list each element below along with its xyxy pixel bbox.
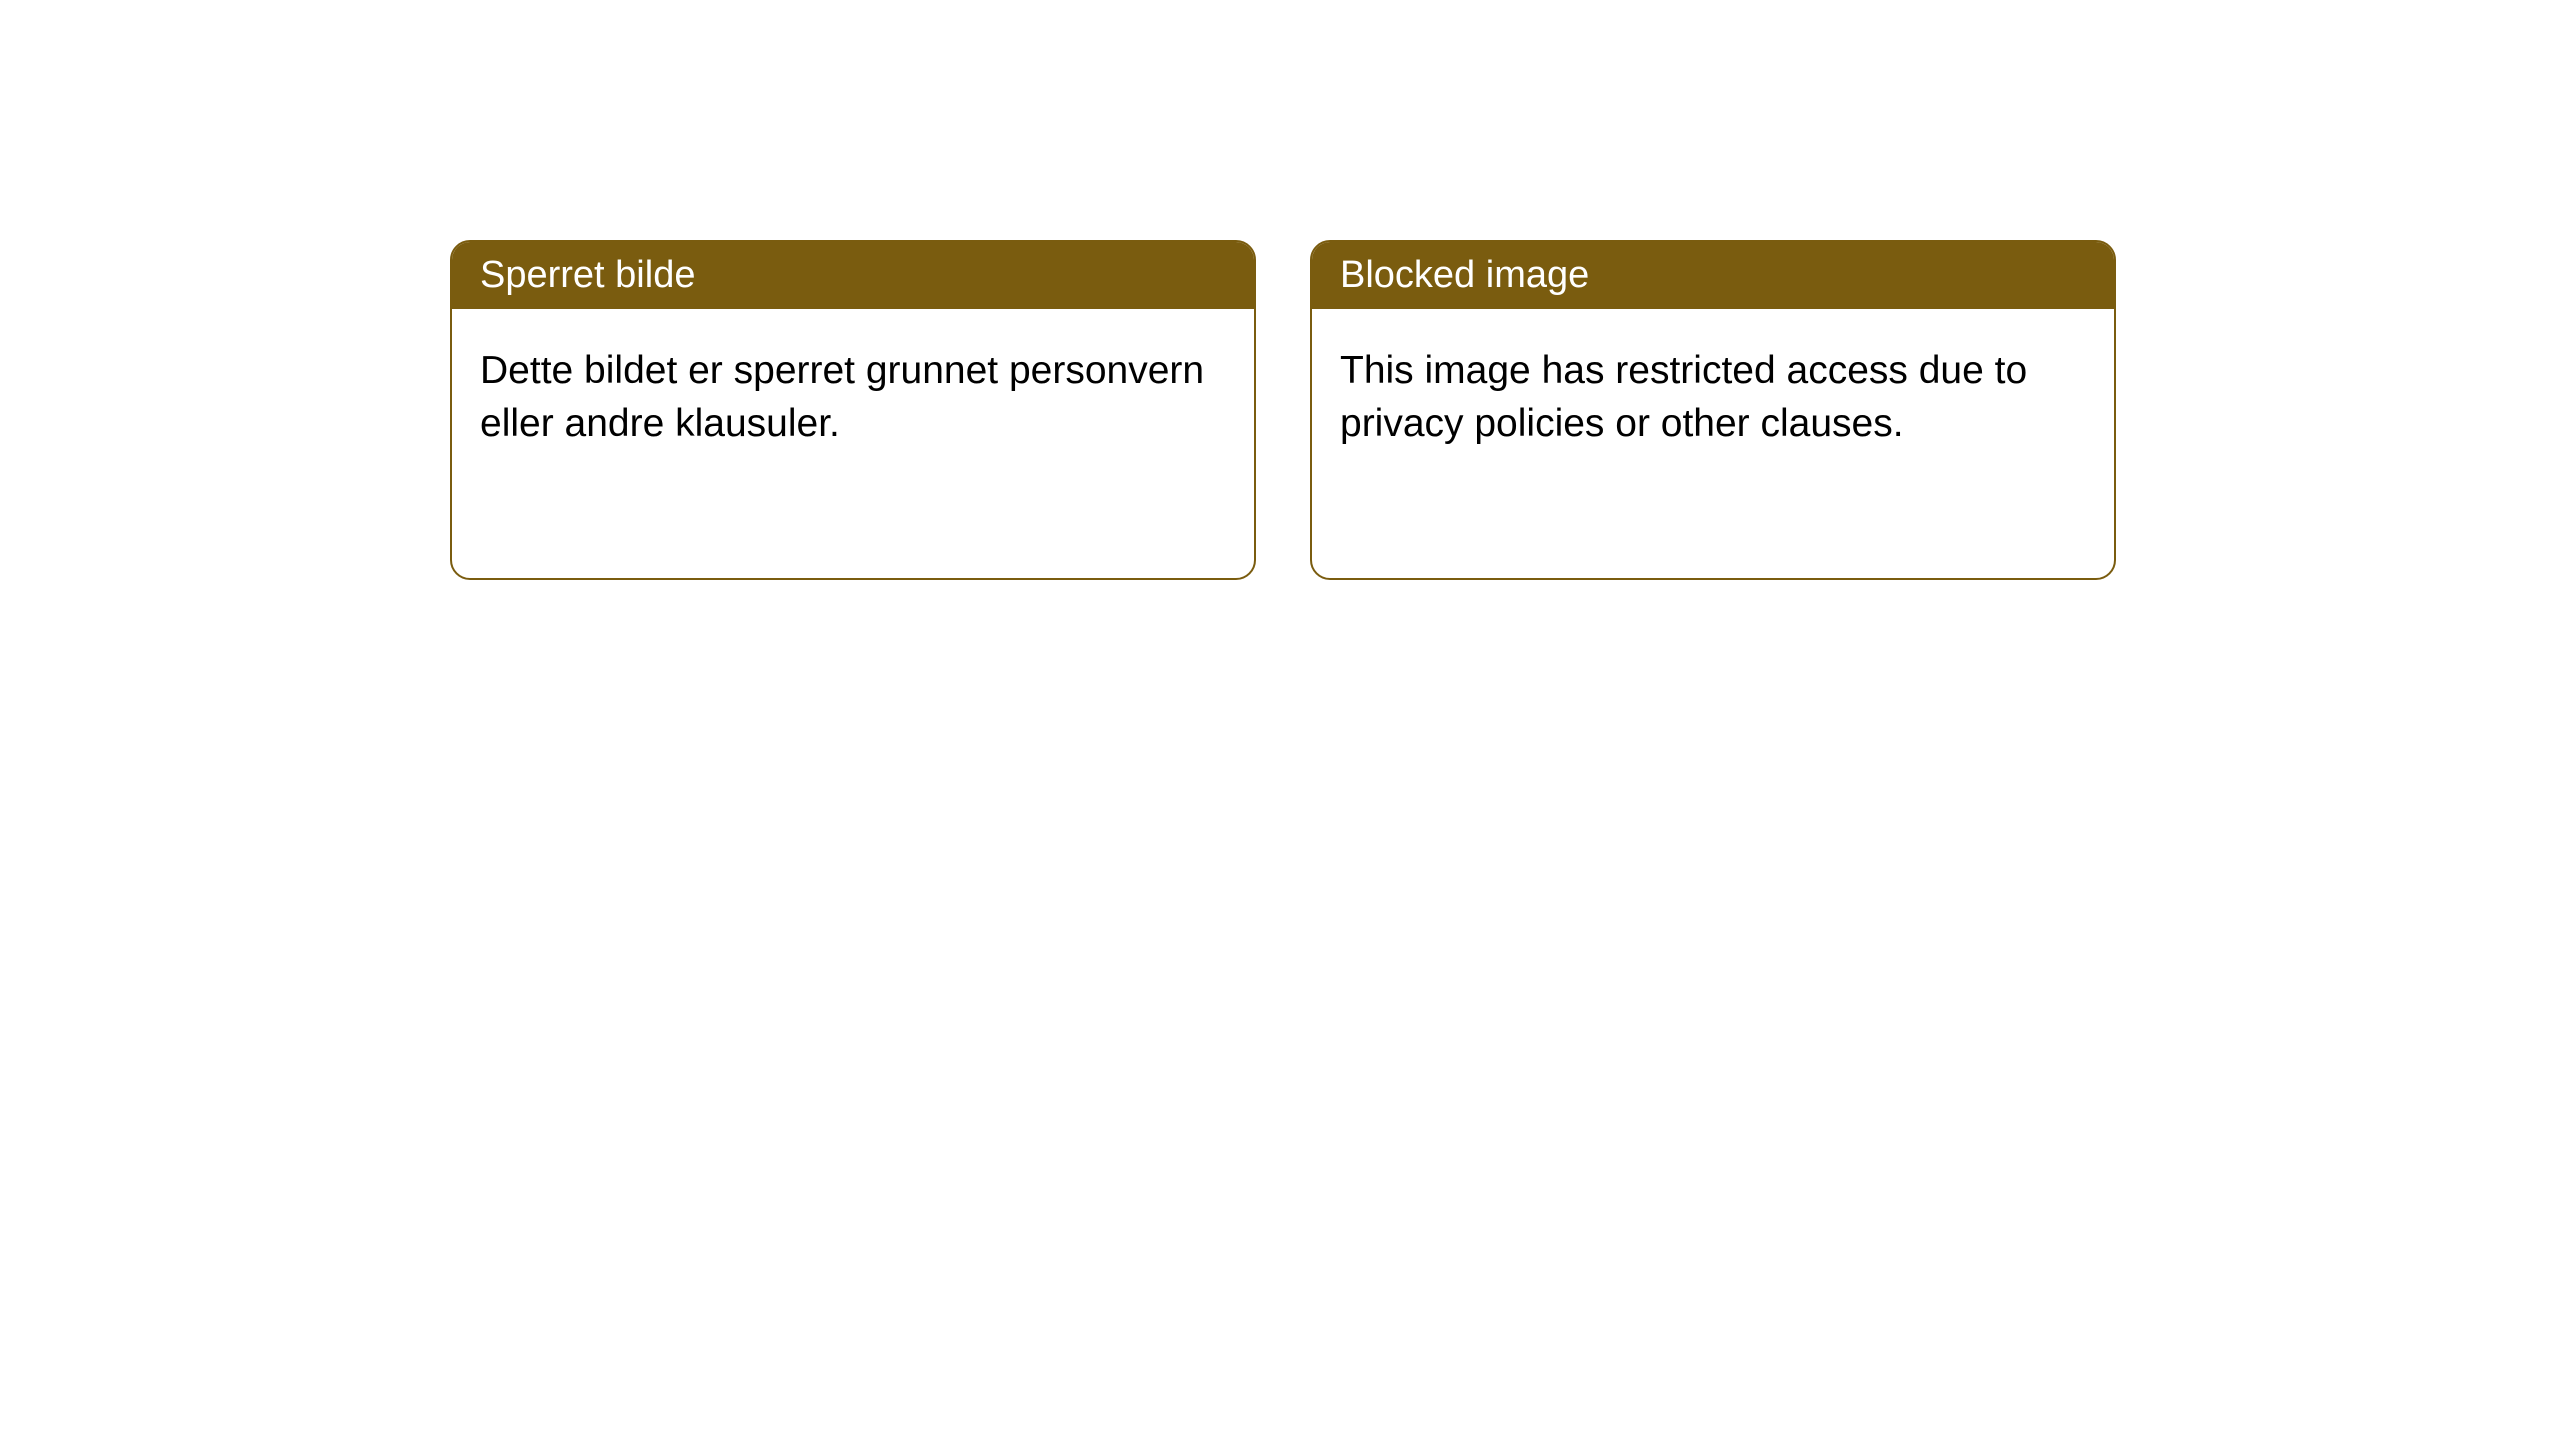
notice-body: Dette bildet er sperret grunnet personve… (452, 309, 1254, 486)
notice-body: This image has restricted access due to … (1312, 309, 2114, 486)
notice-card-english: Blocked image This image has restricted … (1310, 240, 2116, 580)
notice-header: Sperret bilde (452, 242, 1254, 309)
notice-header: Blocked image (1312, 242, 2114, 309)
notice-container: Sperret bilde Dette bildet er sperret gr… (450, 240, 2116, 580)
notice-body-text: This image has restricted access due to … (1340, 349, 2027, 445)
notice-title: Sperret bilde (480, 254, 695, 296)
notice-title: Blocked image (1340, 254, 1589, 296)
notice-card-norwegian: Sperret bilde Dette bildet er sperret gr… (450, 240, 1256, 580)
notice-body-text: Dette bildet er sperret grunnet personve… (480, 349, 1204, 445)
